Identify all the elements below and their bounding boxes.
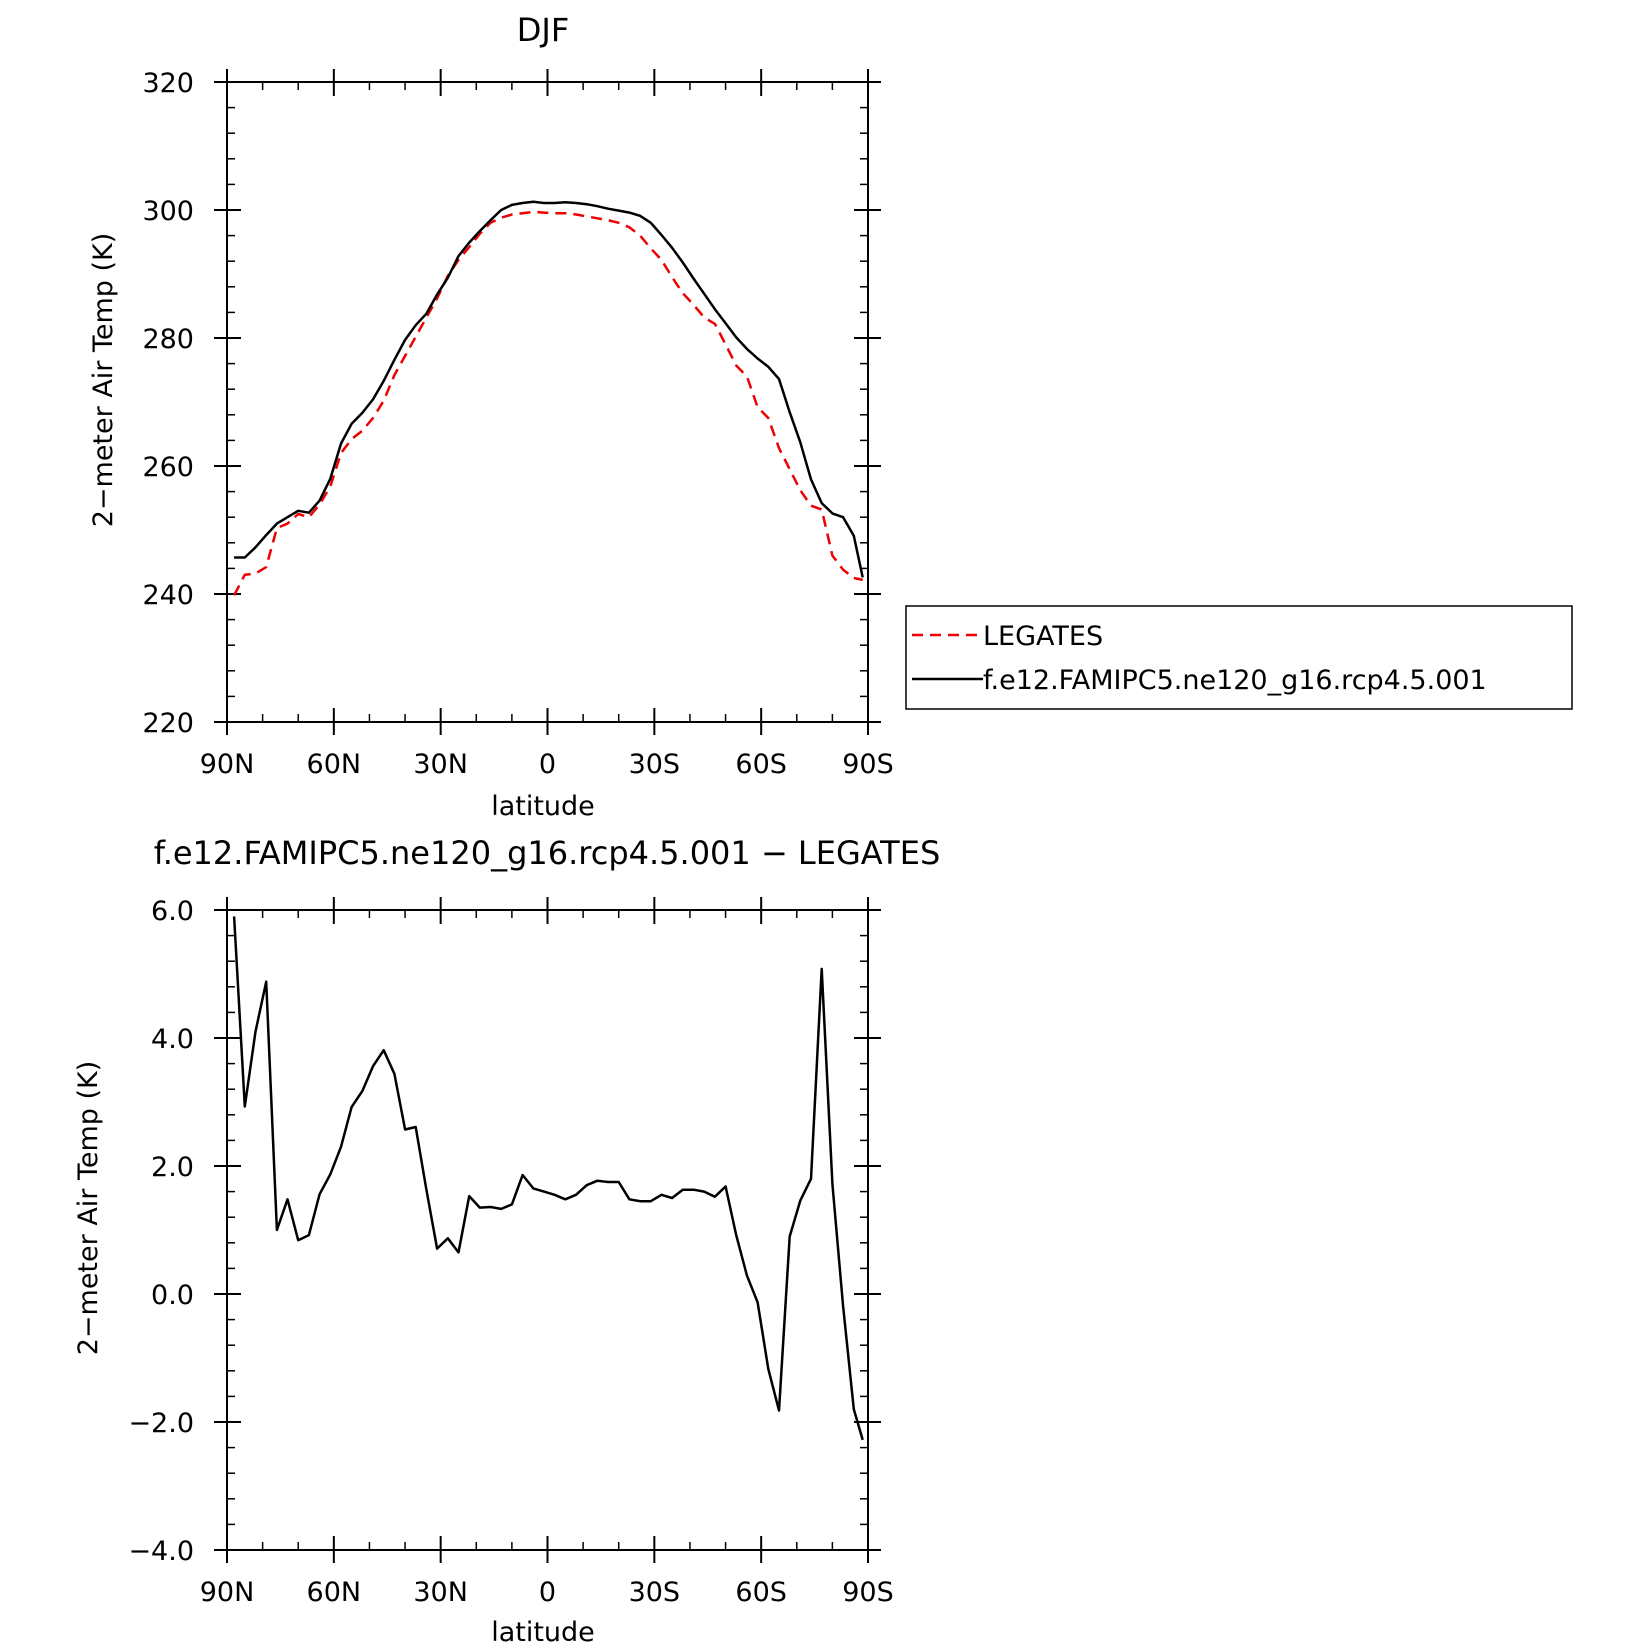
legend-box	[905, 605, 1573, 710]
top-xtick-label: 60S	[735, 749, 787, 780]
bottom-y-axis-title: 2−meter Air Temp (K)	[73, 1061, 104, 1356]
bottom-ytick-label: 2.0	[151, 1152, 194, 1183]
top-plot-title: DJF	[517, 11, 569, 49]
bottom-x-axis-title: latitude	[491, 1617, 595, 1647]
bottom-xtick-label: 30N	[413, 1577, 468, 1608]
bottom-axis-ticks	[214, 897, 881, 1563]
bottom-ytick-label: 0.0	[151, 1280, 194, 1311]
top-y-axis-title: 2−meter Air Temp (K)	[88, 233, 119, 528]
bottom-ytick-label: 6.0	[151, 896, 194, 927]
top-xtick-label: 0	[539, 749, 556, 780]
top-ytick-label: 240	[142, 580, 194, 611]
top-x-axis-title: latitude	[491, 791, 595, 822]
top-series-layer	[232, 200, 864, 596]
legend-label-legates: LEGATES	[983, 621, 1103, 652]
top-ytick-label: 320	[142, 68, 194, 99]
bottom-xtick-label: 60N	[307, 1577, 362, 1608]
top-ytick-label: 220	[142, 708, 194, 739]
bottom-xtick-label: 60S	[735, 1577, 787, 1608]
legend: LEGATES f.e12.FAMIPC5.ne120_g16.rcp4.5.0…	[905, 605, 1573, 710]
top-series-line-f-e12-famipc5-ne120-g16-rcp4-5-001	[234, 200, 864, 578]
top-series-line-legates	[232, 210, 863, 596]
top-plot-frame	[226, 81, 869, 723]
bottom-xtick-label: 90S	[842, 1577, 894, 1608]
bottom-xtick-label: 90N	[200, 1577, 255, 1608]
bottom-xtick-label: 0	[539, 1577, 556, 1608]
legend-label-model: f.e12.FAMIPC5.ne120_g16.rcp4.5.001	[983, 665, 1487, 696]
bottom-panel: f.e12.FAMIPC5.ne120_g16.rcp4.5.001 − LEG…	[73, 834, 940, 1647]
top-axis-ticks	[214, 69, 881, 735]
top-xtick-label: 60N	[307, 749, 362, 780]
bottom-xtick-label: 30S	[629, 1577, 681, 1608]
bottom-plot-title: f.e12.FAMIPC5.ne120_g16.rcp4.5.001 − LEG…	[154, 834, 941, 872]
bottom-series-layer	[232, 916, 864, 1441]
top-ytick-label: 300	[142, 196, 194, 227]
top-xtick-label: 90S	[842, 749, 894, 780]
bottom-series-line-0	[232, 916, 864, 1441]
top-panel: DJF 2−meter Air Temp (K) latitude 90N 60N…	[88, 11, 894, 822]
top-ytick-label: 280	[142, 324, 194, 355]
top-xtick-label: 90N	[200, 749, 255, 780]
bottom-plot-frame	[226, 909, 869, 1551]
bottom-ytick-label: −4.0	[128, 1536, 194, 1567]
top-xtick-label: 30N	[413, 749, 468, 780]
top-xtick-label: 30S	[629, 749, 681, 780]
top-ytick-label: 260	[142, 452, 194, 483]
bottom-ytick-label: −2.0	[128, 1408, 194, 1439]
bottom-tick-labels: 90N 60N 30N 0 30S 60S 90S −4.0 −2.0 0.0 2.0 4.0 6.0	[128, 896, 893, 1608]
top-tick-labels: 90N 60N 30N 0 30S 60S 90S 220 240 260 280 300 320	[142, 68, 893, 780]
bottom-ytick-label: 4.0	[151, 1024, 194, 1055]
